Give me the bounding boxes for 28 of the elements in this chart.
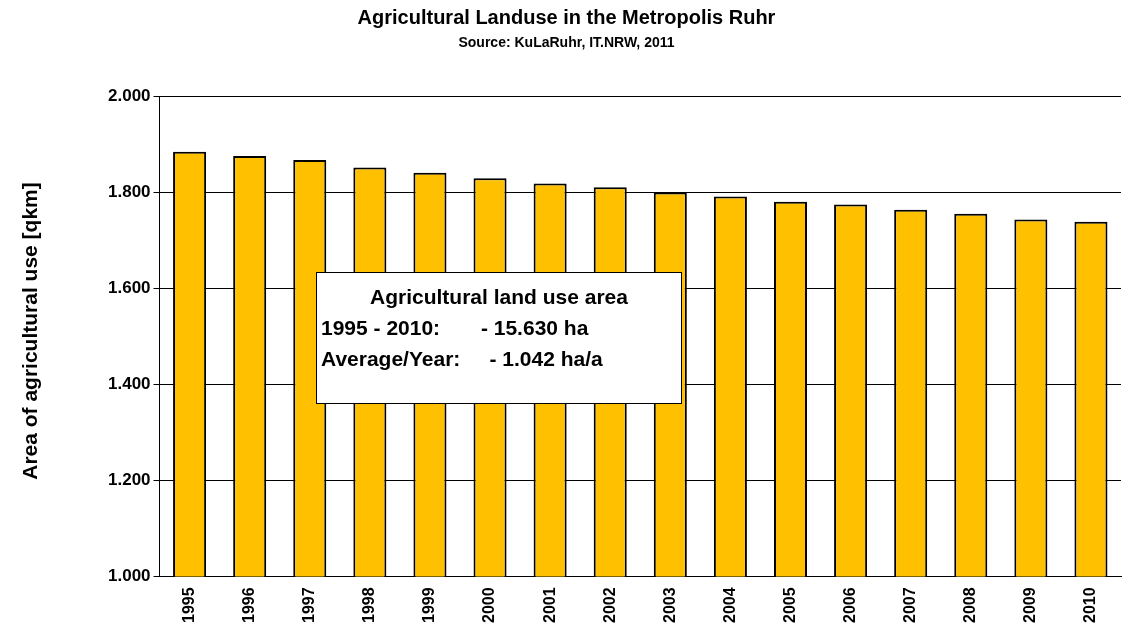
- x-tick-label: 1995: [179, 587, 197, 623]
- x-tick-label: 2000: [480, 587, 498, 623]
- y-axis-title: Area of agricultural use [qkm]: [18, 182, 42, 480]
- annotation: Average/Year: - 1.042 ha/a: [321, 346, 604, 372]
- y-tick-label: 1.200: [107, 470, 151, 490]
- y-tick-label: 1.800: [107, 181, 151, 201]
- x-tick-label: 2006: [841, 587, 858, 623]
- x-tick-label: 2010: [1081, 587, 1099, 623]
- y-tick-label: 2.000: [107, 85, 151, 105]
- x-tick-label: 2004: [720, 587, 738, 623]
- y-tick-label: 1.400: [107, 373, 151, 393]
- annotation: 1995 - 2010: - 15.630 ha: [321, 315, 590, 341]
- x-tick-label: 2003: [660, 587, 678, 623]
- x-tick-label: 2009: [1021, 587, 1039, 623]
- chart-title: Agricultural Landuse in the Metropolis Ruhr: [356, 6, 777, 29]
- x-tick-label: 1999: [420, 587, 438, 623]
- x-tick-label: 2005: [780, 587, 798, 623]
- chart-subtitle: Source: KuLaRuhr, IT.NRW, 2011: [457, 34, 676, 50]
- annotation: Agricultural land use area: [369, 284, 629, 310]
- x-tick-label: 2007: [901, 587, 919, 623]
- x-tick-label: 1997: [300, 587, 318, 623]
- x-tick-label: 1998: [360, 587, 378, 623]
- y-tick-label: 1.000: [107, 566, 151, 586]
- x-tick-label: 1996: [240, 587, 258, 623]
- x-tick-label: 2008: [961, 587, 979, 623]
- x-tick-label: 2001: [540, 587, 558, 623]
- x-tick-label: 2002: [600, 587, 618, 623]
- y-tick-label: 1.600: [107, 277, 151, 297]
